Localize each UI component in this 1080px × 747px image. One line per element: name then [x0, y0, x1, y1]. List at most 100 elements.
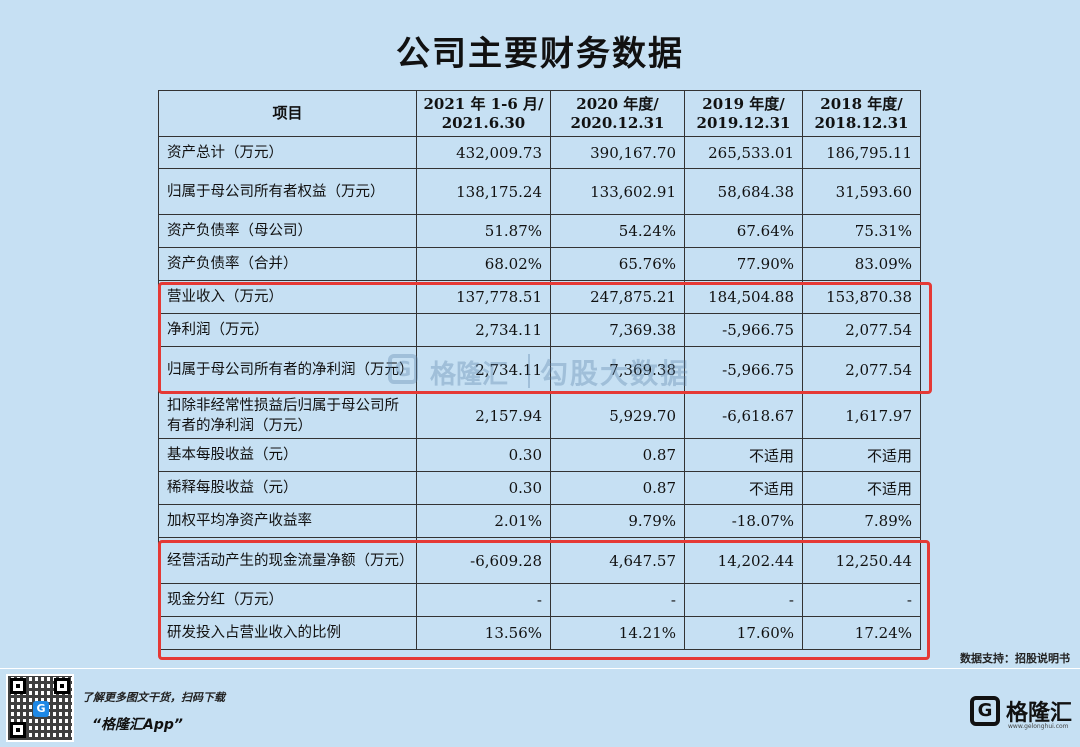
row-value: 4,647.57 — [550, 537, 685, 584]
table-header-row: 项目 2021 年 1-6 月/2021.6.30 2020 年度/2020.1… — [158, 90, 921, 137]
row-value: - — [684, 583, 803, 617]
table-row: 营业收入（万元） 137,778.51 247,875.21 184,504.88 15… — [158, 280, 921, 314]
table-row: 加权平均净资产收益率 2.01% 9.79% -18.07% 7.89% — [158, 504, 921, 538]
table-row: 稀释每股收益（元） 0.30 0.87 不适用 不适用 — [158, 471, 921, 505]
row-value: 12,250.44 — [802, 537, 921, 584]
row-value: 265,533.01 — [684, 136, 803, 169]
row-value: 0.30 — [416, 471, 551, 505]
table-row: 归属于母公司所有者的净利润（万元） 2,734.11 7,369.38 -5,966.… — [158, 346, 921, 393]
row-value: 68.02% — [416, 247, 551, 281]
row-value: 7,369.38 — [550, 346, 685, 393]
row-value: 0.30 — [416, 438, 551, 472]
row-value: 不适用 — [684, 438, 803, 472]
header-2021h1: 2021 年 1-6 月/2021.6.30 — [416, 90, 551, 137]
row-value: 2,157.94 — [416, 392, 551, 439]
table-row: 资产总计（万元） 432,009.73 390,167.70 265,533.01 18… — [158, 136, 921, 169]
table-row: 研发投入占营业收入的比例 13.56% 14.21% 17.60% 17.24% — [158, 616, 921, 650]
row-value: 77.90% — [684, 247, 803, 281]
row-value: 不适用 — [684, 471, 803, 505]
row-label: 基本每股收益（元） — [158, 438, 417, 472]
table-row: 归属于母公司所有者权益（万元） 138,175.24 133,602.91 58,68… — [158, 168, 921, 215]
row-value: 17.24% — [802, 616, 921, 650]
row-value: 7,369.38 — [550, 313, 685, 347]
row-label: 现金分红（万元） — [158, 583, 417, 617]
row-value: - — [550, 583, 685, 617]
row-value: - — [416, 583, 551, 617]
table-row: 净利润（万元） 2,734.11 7,369.38 -5,966.75 2,077.54 — [158, 313, 921, 347]
row-value: - — [802, 583, 921, 617]
row-value: 184,504.88 — [684, 280, 803, 314]
row-value: 不适用 — [802, 471, 921, 505]
row-value: 7.89% — [802, 504, 921, 538]
footer-divider — [0, 668, 1080, 669]
qr-logo-icon: G — [33, 701, 49, 717]
table-row: 扣除非经常性损益后归属于母公司所有者的净利润（万元） 2,157.94 5,929.… — [158, 392, 921, 439]
qr-code[interactable]: G — [6, 674, 74, 742]
row-label: 研发投入占营业收入的比例 — [158, 616, 417, 650]
row-value: -18.07% — [684, 504, 803, 538]
row-label: 归属于母公司所有者权益（万元） — [158, 168, 417, 215]
app-name: “格隆汇App” — [92, 717, 183, 733]
financial-table: 项目 2021 年 1-6 月/2021.6.30 2020 年度/2020.1… — [158, 90, 921, 650]
row-value: 432,009.73 — [416, 136, 551, 169]
row-label: 扣除非经常性损益后归属于母公司所有者的净利润（万元） — [158, 392, 417, 439]
row-value: 2,734.11 — [416, 313, 551, 347]
row-label: 资产负债率（母公司） — [158, 214, 417, 248]
row-value: -5,966.75 — [684, 346, 803, 393]
row-value: 1,617.97 — [802, 392, 921, 439]
row-value: 2.01% — [416, 504, 551, 538]
row-label: 稀释每股收益（元） — [158, 471, 417, 505]
table-row: 经营活动产生的现金流量净额（万元） -6,609.28 4,647.57 14,202… — [158, 537, 921, 584]
header-2020-text: 2020 年度/2020.12.31 — [570, 94, 665, 132]
row-label: 归属于母公司所有者的净利润（万元） — [158, 346, 417, 393]
table-row: 现金分红（万元） - - - - — [158, 583, 921, 617]
row-value: 0.87 — [550, 438, 685, 472]
row-value: 2,077.54 — [802, 346, 921, 393]
header-2018-text: 2018 年度/2018.12.31 — [814, 94, 909, 132]
table-row: 资产负债率（合并） 68.02% 65.76% 77.90% 83.09% — [158, 247, 921, 281]
row-value: 2,077.54 — [802, 313, 921, 347]
brand-logo: G 格隆汇 www.gelonghui.com — [970, 692, 1074, 732]
brand-url: www.gelonghui.com — [1008, 723, 1069, 730]
header-2020: 2020 年度/2020.12.31 — [550, 90, 685, 137]
row-label: 资产总计（万元） — [158, 136, 417, 169]
promo-line: 了解更多图文干货，扫码下载 — [82, 691, 225, 704]
row-value: -5,966.75 — [684, 313, 803, 347]
row-value: 9.79% — [550, 504, 685, 538]
row-value: 390,167.70 — [550, 136, 685, 169]
row-label: 加权平均净资产收益率 — [158, 504, 417, 538]
row-value: 31,593.60 — [802, 168, 921, 215]
table-row: 资产负债率（母公司） 51.87% 54.24% 67.64% 75.31% — [158, 214, 921, 248]
row-value: 14,202.44 — [684, 537, 803, 584]
row-value: 137,778.51 — [416, 280, 551, 314]
row-value: 54.24% — [550, 214, 685, 248]
row-value: 153,870.38 — [802, 280, 921, 314]
header-2021h1-text: 2021 年 1-6 月/2021.6.30 — [423, 94, 544, 132]
brand-mark-icon: G — [970, 696, 1000, 726]
row-label: 营业收入（万元） — [158, 280, 417, 314]
header-2019: 2019 年度/2019.12.31 — [684, 90, 803, 137]
brand-name: 格隆汇 — [1006, 701, 1073, 726]
row-value: 65.76% — [550, 247, 685, 281]
row-value: 13.56% — [416, 616, 551, 650]
row-value: 不适用 — [802, 438, 921, 472]
data-source: 数据支持：招股说明书 — [960, 652, 1070, 665]
row-value: 51.87% — [416, 214, 551, 248]
row-label: 净利润（万元） — [158, 313, 417, 347]
row-label: 资产负债率（合并） — [158, 247, 417, 281]
row-value: 5,929.70 — [550, 392, 685, 439]
row-value: 133,602.91 — [550, 168, 685, 215]
header-2018: 2018 年度/2018.12.31 — [802, 90, 921, 137]
row-value: 58,684.38 — [684, 168, 803, 215]
table-row: 基本每股收益（元） 0.30 0.87 不适用 不适用 — [158, 438, 921, 472]
row-value: 67.64% — [684, 214, 803, 248]
row-value: 2,734.11 — [416, 346, 551, 393]
row-label: 经营活动产生的现金流量净额（万元） — [158, 537, 417, 584]
row-value: -6,609.28 — [416, 537, 551, 584]
row-value: 247,875.21 — [550, 280, 685, 314]
row-value: 17.60% — [684, 616, 803, 650]
page-title: 公司主要财务数据 — [396, 34, 684, 74]
row-value: 83.09% — [802, 247, 921, 281]
row-value: 0.87 — [550, 471, 685, 505]
row-value: -6,618.67 — [684, 392, 803, 439]
